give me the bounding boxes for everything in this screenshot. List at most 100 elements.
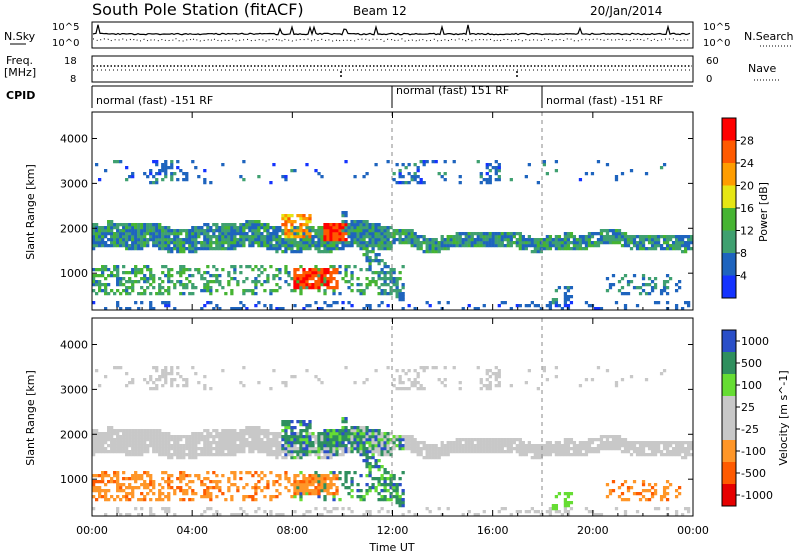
power-cell [293,304,297,308]
power-cell [134,232,138,236]
power-cell [194,166,198,170]
velocity-cell [128,450,132,454]
velocity-cell [497,510,501,514]
velocity-cell [254,432,258,436]
power-cell [293,289,297,293]
power-cell [302,241,306,245]
velocity-cell [206,450,210,454]
power-cell [152,181,156,185]
power-cell [161,229,165,233]
power-cell [143,229,147,233]
power-cell [152,274,156,278]
velocity-cell [119,444,123,448]
velocity-cell [413,450,417,454]
power-cell [566,241,571,245]
velocity-cell [149,474,153,478]
power-cell [344,244,348,248]
power-cell [440,175,444,179]
power-cell [248,220,252,224]
velocity-cell [569,507,574,511]
velocity-cell [353,447,357,451]
velocity-cell [110,480,114,484]
velocity-cell [398,501,402,505]
velocity-cell [266,450,270,454]
power-cell [401,283,405,287]
velocity-cell [566,510,571,514]
velocity-cell [167,474,171,478]
velocity-cell [122,429,126,433]
velocity-cell [95,438,99,442]
power-cell [335,268,339,272]
power-cell [326,271,330,275]
velocity-cell [164,444,168,448]
velocity-cell [386,444,390,448]
velocity-cell [479,447,483,451]
power-cell [155,241,159,245]
velocity-cell [644,441,649,445]
velocity-cell [188,444,192,448]
velocity-cell [341,441,345,445]
velocity-cell [287,477,291,481]
velocity-cell [332,474,336,478]
power-cell [146,229,150,233]
velocity-cell [380,447,384,451]
velocity-cell [518,510,522,514]
power-cell [152,241,156,245]
power-cell [554,244,559,248]
velocity-cell [332,450,336,454]
power-cell [206,232,210,236]
velocity-cell [278,492,282,496]
velocity-cell [245,495,249,499]
velocity-cell [398,447,402,451]
velocity-cell [266,441,270,445]
velocity-cell [659,453,664,457]
power-cell [137,292,141,296]
velocity-cell [131,450,135,454]
power-cell [206,283,210,287]
power-cell [368,250,372,254]
velocity-cell [371,432,375,436]
power-cell [284,175,288,179]
power-cell [398,271,402,275]
velocity-cell [488,444,492,448]
velocity-cell [524,450,528,454]
power-cell [209,301,213,305]
velocity-cell [605,438,610,442]
velocity-cell [302,492,306,496]
power-cell [284,280,288,284]
velocity-cell [179,444,183,448]
velocity-cell [116,435,120,439]
power-cell [137,247,141,251]
power-cell [308,238,312,242]
velocity-cell [254,426,258,430]
velocity-cell [383,438,387,442]
power-cell [398,235,402,239]
velocity-cell [356,447,360,451]
power-cell [113,268,117,272]
power-cell [101,268,105,272]
velocity-cell [224,435,228,439]
power-cell [290,250,294,254]
velocity-cell [590,447,595,451]
power-cell [167,274,171,278]
power-cell [185,178,189,182]
power-cell [275,289,279,293]
power-cell [152,223,156,227]
velocity-cell [233,444,237,448]
power-cell [218,226,222,230]
velocity-cell [374,459,378,463]
velocity-cell [437,447,441,451]
power-cell [257,268,261,272]
velocity-cell [125,492,129,496]
power-cell [281,223,285,227]
power-cell [482,304,486,308]
velocity-cell [149,489,153,493]
velocity-cell [548,453,553,457]
power-cell [272,289,276,293]
velocity-cell [566,441,571,445]
power-cell [167,226,171,230]
power-cell [350,283,354,287]
velocity-cell [341,450,345,454]
velocity-cell [191,441,195,445]
power-cell [233,277,237,281]
